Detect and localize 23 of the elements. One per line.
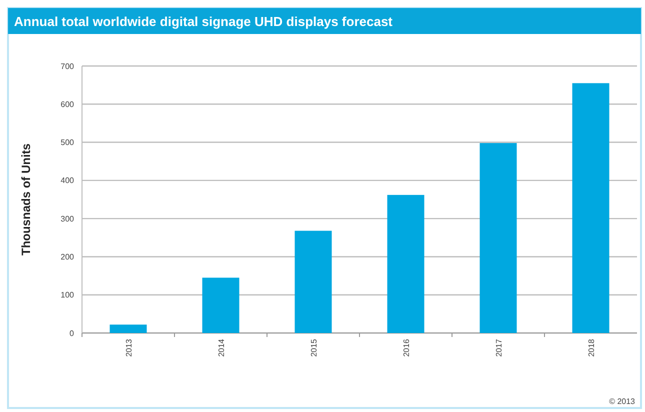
x-tick-label: 2016 — [402, 338, 411, 357]
bar — [480, 143, 517, 333]
x-tick-label: 2018 — [586, 338, 596, 357]
x-tick-label: 2014 — [216, 338, 226, 357]
bar — [202, 278, 240, 333]
bar — [110, 324, 147, 333]
x-tick-label: 2013 — [124, 338, 134, 357]
y-tick-label: 200 — [60, 252, 75, 262]
y-tick-label: 600 — [60, 100, 75, 109]
y-tick-label: 100 — [60, 290, 75, 300]
bar — [572, 83, 610, 333]
y-axis-title: Thousnads of Units — [19, 143, 33, 256]
y-tick-label: 700 — [60, 62, 75, 71]
bar — [387, 194, 424, 333]
chart-title: Annual total worldwide digital signage UHD displays forecast — [14, 14, 394, 29]
x-tick-label: 2015 — [309, 338, 318, 357]
bar — [294, 230, 332, 333]
text: © 2013 — [609, 397, 636, 406]
y-tick-label: 400 — [60, 176, 75, 186]
y-tick-label: 300 — [60, 214, 75, 224]
y-tick-label: 0 — [70, 328, 75, 338]
y-tick-label: 500 — [60, 138, 75, 148]
x-tick-label: 2017 — [494, 338, 504, 357]
